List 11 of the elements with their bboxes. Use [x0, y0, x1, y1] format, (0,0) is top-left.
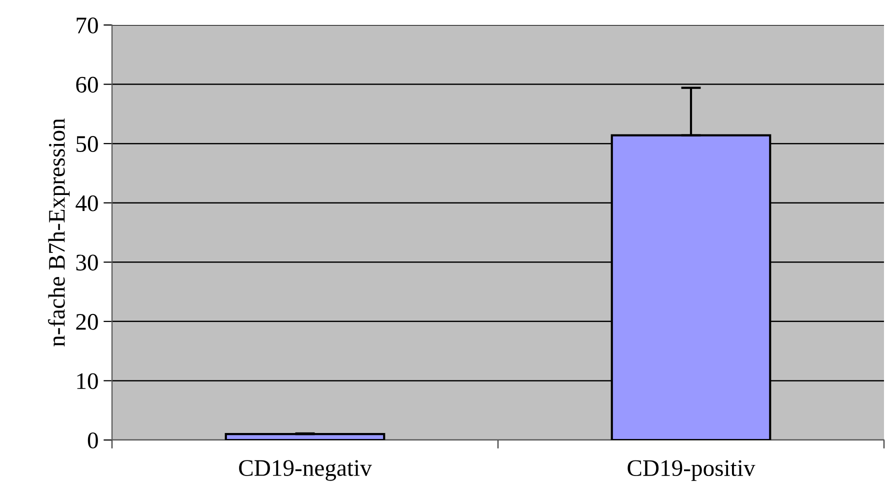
x-tick-label: CD19-negativ [239, 460, 372, 481]
y-tick-label: 40 [76, 195, 98, 212]
y-axis-title: n-fache B7h-Expression [48, 118, 70, 346]
y-tick-label: 20 [76, 314, 98, 330]
y-tick-label: 30 [76, 254, 98, 271]
y-tick-label: 50 [76, 136, 98, 152]
y-tick-label: 10 [77, 373, 98, 390]
y-tick-label: 0 [88, 432, 98, 448]
x-tick-label: CD19-positiv [628, 460, 756, 481]
y-tick-label: 60 [76, 76, 98, 93]
y-tick-label: 70 [76, 17, 98, 34]
